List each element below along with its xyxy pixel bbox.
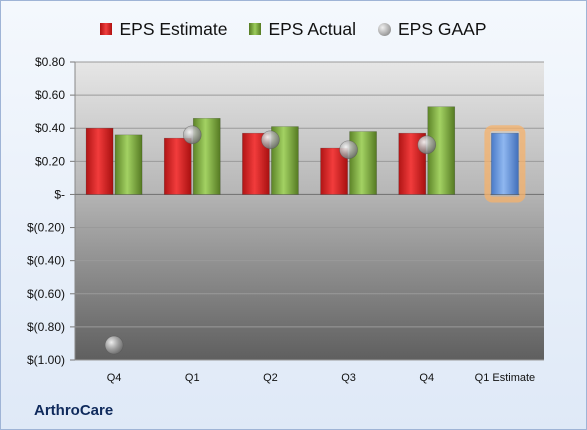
x-tick-label: Q1 Estimate bbox=[475, 372, 536, 384]
company-name: ArthroCare bbox=[34, 402, 114, 419]
plot-area-negative bbox=[75, 194, 544, 360]
legend-swatch-gaap bbox=[378, 22, 391, 36]
bar-eps-estimate bbox=[85, 127, 114, 195]
legend-label-actual: EPS Actual bbox=[268, 18, 356, 39]
gaap-markers bbox=[104, 125, 437, 355]
bar-eps-estimate bbox=[163, 137, 192, 195]
bar-eps-actual bbox=[349, 131, 377, 195]
x-tick-label: Q2 bbox=[263, 372, 278, 384]
y-tick-label: $0.80 bbox=[35, 55, 65, 69]
x-tick-label: Q3 bbox=[341, 372, 356, 384]
y-tick-label: $(0.60) bbox=[27, 287, 65, 301]
y-axis-ticks: $0.80 $0.60 $0.40 $0.20 $- $(0.20) $(0.40) $(0.… bbox=[27, 55, 65, 367]
y-tick-label: $0.60 bbox=[35, 88, 65, 102]
marker-eps-gaap bbox=[339, 140, 358, 160]
bar-eps-estimate bbox=[320, 147, 348, 195]
marker-eps-gaap bbox=[261, 130, 280, 150]
bars bbox=[85, 106, 526, 203]
y-tick-label: $0.40 bbox=[35, 121, 65, 135]
x-tick-label: Q4 bbox=[107, 372, 122, 384]
y-tick-label: $(0.40) bbox=[27, 254, 65, 268]
y-tick-label: $0.20 bbox=[35, 154, 65, 168]
y-tick-label: $(0.80) bbox=[27, 320, 65, 334]
chart-legend: EPS Estimate EPS Actual EPS GAAP bbox=[0, 14, 587, 44]
marker-eps-gaap bbox=[104, 335, 124, 355]
bar-eps-actual bbox=[114, 134, 143, 195]
bar-q1-estimate bbox=[491, 132, 519, 195]
legend-swatch-actual bbox=[249, 23, 262, 35]
marker-eps-gaap bbox=[417, 135, 437, 155]
x-axis-ticks: Q4 Q1 Q2 Q3 Q4 Q1 Estimate bbox=[107, 372, 535, 384]
legend-swatch-estimate bbox=[100, 23, 113, 35]
legend-item-gaap: EPS GAAP bbox=[378, 19, 487, 40]
x-tick-label: Q4 bbox=[419, 372, 434, 384]
y-tick-label: $- bbox=[54, 187, 65, 201]
legend-item-actual: EPS Actual bbox=[249, 19, 356, 40]
legend-label-gaap: EPS GAAP bbox=[398, 18, 487, 39]
y-tick-label: $(1.00) bbox=[27, 353, 65, 367]
forecast-highlight bbox=[484, 125, 526, 203]
x-tick-label: Q1 bbox=[185, 372, 200, 384]
legend-label-estimate: EPS Estimate bbox=[119, 18, 228, 39]
legend-item-estimate: EPS Estimate bbox=[100, 19, 227, 40]
gridlines bbox=[70, 61, 544, 361]
marker-eps-gaap bbox=[182, 125, 202, 145]
y-tick-label: $(0.20) bbox=[27, 221, 65, 235]
